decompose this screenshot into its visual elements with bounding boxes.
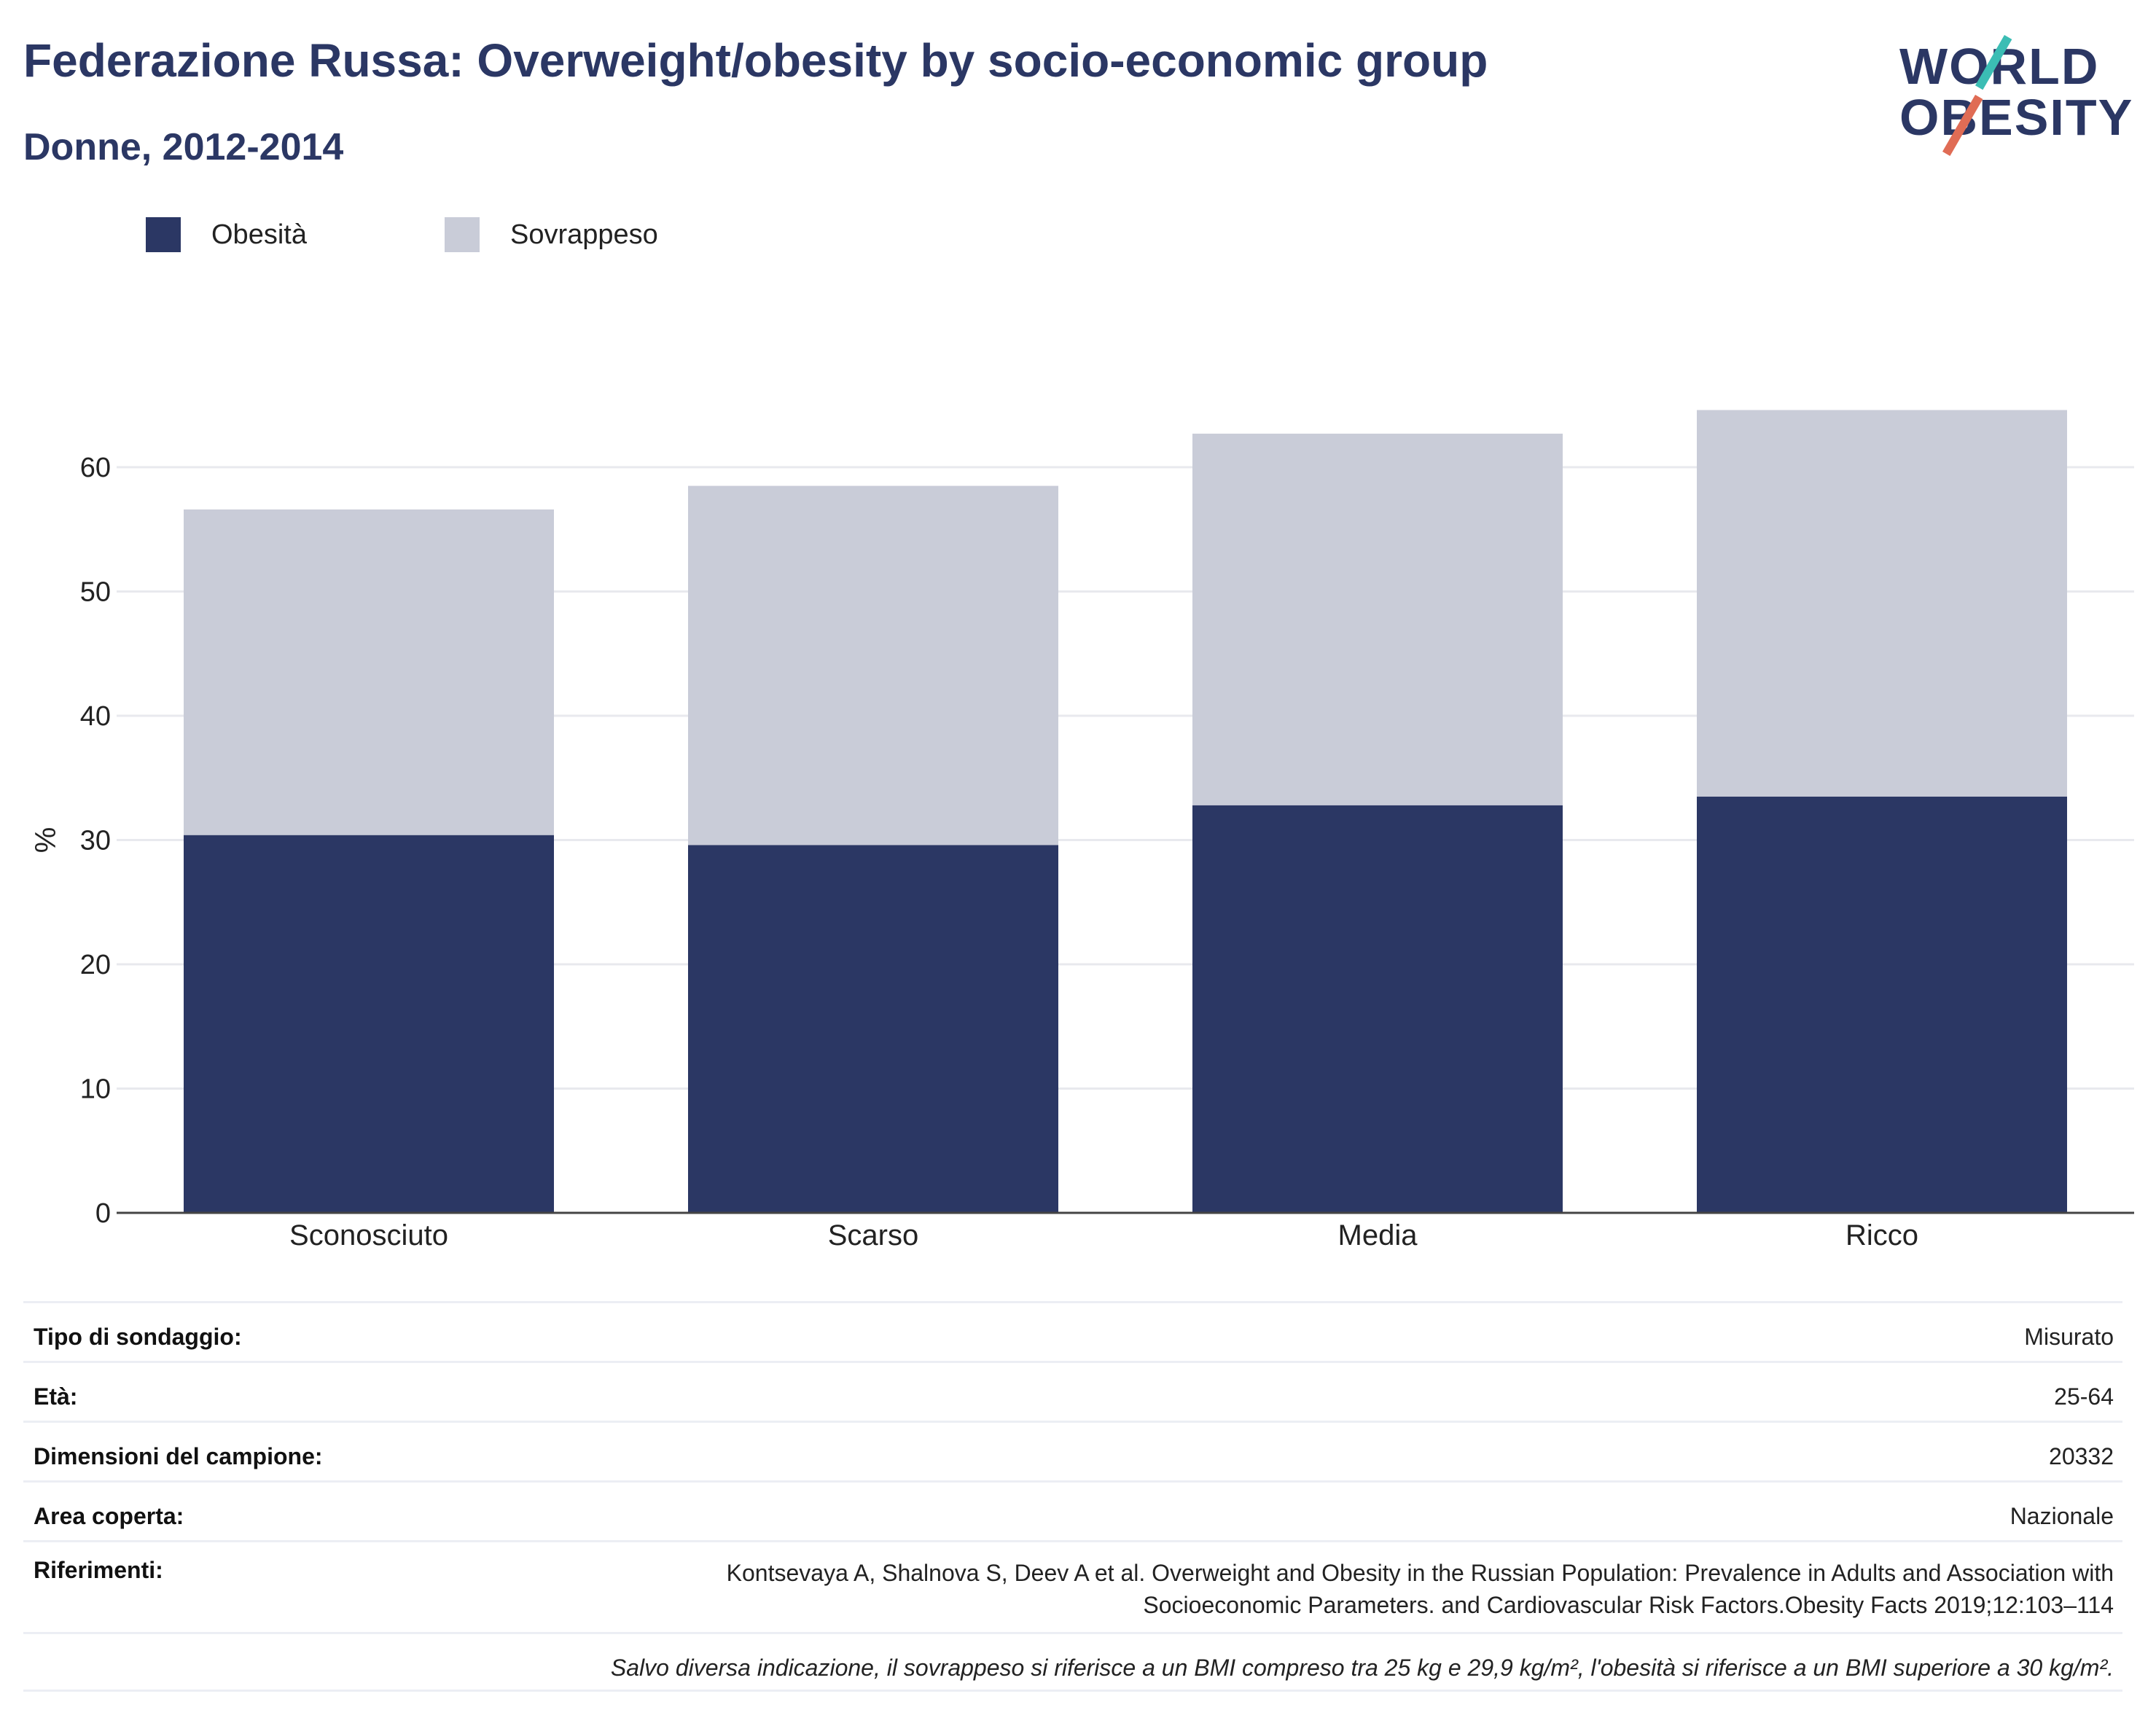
info-row-age: Età: 25-64 bbox=[23, 1361, 2122, 1421]
info-row-area: Area coperta: Nazionale bbox=[23, 1480, 2122, 1540]
info-value: Nazionale bbox=[2009, 1503, 2114, 1529]
legend-label-obesity: Obesità bbox=[211, 219, 307, 250]
bar-overweight-scarso bbox=[688, 485, 1058, 845]
x-tick-label: Ricco bbox=[1846, 1219, 1918, 1251]
bar-overweight-ricco bbox=[1697, 410, 2067, 797]
info-row-sample-size: Dimensioni del campione: 20332 bbox=[23, 1421, 2122, 1480]
info-row-survey-type: Tipo di sondaggio: Misurato bbox=[23, 1301, 2122, 1361]
logo-line2: OBESITY bbox=[1899, 89, 2134, 146]
x-tick-label: Scarso bbox=[828, 1219, 919, 1251]
info-key: Riferimenti: bbox=[34, 1557, 163, 1583]
x-tick-label: Media bbox=[1338, 1219, 1418, 1251]
bar-obesity-media bbox=[1192, 805, 1563, 1213]
y-tick-label: 10 bbox=[80, 1074, 111, 1105]
legend-label-overweight: Sovrappeso bbox=[510, 219, 658, 250]
y-tick-label: 60 bbox=[80, 453, 111, 483]
x-tick-label: Sconosciuto bbox=[289, 1219, 448, 1251]
legend-swatch-obesity bbox=[146, 217, 181, 252]
info-row-references: Riferimenti: Kontsevaya A, Shalnova S, D… bbox=[23, 1540, 2122, 1632]
info-row-note: Salvo diversa indicazione, il sovrappeso… bbox=[23, 1632, 2122, 1692]
chart-title: Federazione Russa: Overweight/obesity by… bbox=[23, 34, 1488, 87]
info-value: Misurato bbox=[2024, 1324, 2114, 1350]
y-tick-label: 0 bbox=[95, 1198, 111, 1229]
info-value: 20332 bbox=[2049, 1443, 2114, 1469]
y-tick-label: 30 bbox=[80, 826, 111, 856]
legend: Obesità Sovrappeso bbox=[146, 217, 743, 252]
survey-info-table: Tipo di sondaggio: Misurato Età: 25-64 D… bbox=[23, 1301, 2122, 1692]
world-obesity-logo: WORLD OBESITY bbox=[1894, 35, 2134, 156]
info-key: Tipo di sondaggio: bbox=[34, 1324, 242, 1350]
references-text[interactable]: Kontsevaya A, Shalnova S, Deev A et al. … bbox=[727, 1557, 2114, 1621]
legend-swatch-overweight bbox=[445, 217, 480, 252]
bar-obesity-ricco bbox=[1697, 796, 2067, 1213]
info-value: 25-64 bbox=[2054, 1383, 2114, 1410]
legend-item-obesity[interactable]: Obesità bbox=[146, 217, 445, 252]
bar-obesity-sconosciuto bbox=[184, 835, 554, 1213]
y-tick-label: 20 bbox=[80, 950, 111, 980]
y-tick-label: 40 bbox=[80, 701, 111, 732]
references-line1: Kontsevaya A, Shalnova S, Deev A et al. … bbox=[726, 1560, 2114, 1586]
references-line2: Socioeconomic Parameters. and Cardiovasc… bbox=[1143, 1592, 2114, 1618]
bar-overweight-media bbox=[1192, 433, 1563, 805]
y-tick-label: 50 bbox=[80, 577, 111, 608]
chart-subtitle: Donne, 2012-2014 bbox=[23, 126, 344, 168]
bar-overweight-sconosciuto bbox=[184, 509, 554, 835]
legend-item-overweight[interactable]: Sovrappeso bbox=[445, 217, 743, 252]
stacked-bar-chart: 0 10 20 30 40 50 60% Sconosciuto Scarso Media Ricc… bbox=[30, 410, 2134, 1251]
bar-obesity-scarso bbox=[688, 845, 1058, 1213]
info-key: Area coperta: bbox=[34, 1503, 184, 1529]
info-key: Età: bbox=[34, 1383, 78, 1410]
info-key: Dimensioni del campione: bbox=[34, 1443, 323, 1469]
y-axis-label: % bbox=[30, 827, 62, 854]
definition-note: Salvo diversa indicazione, il sovrappeso… bbox=[610, 1655, 2114, 1681]
